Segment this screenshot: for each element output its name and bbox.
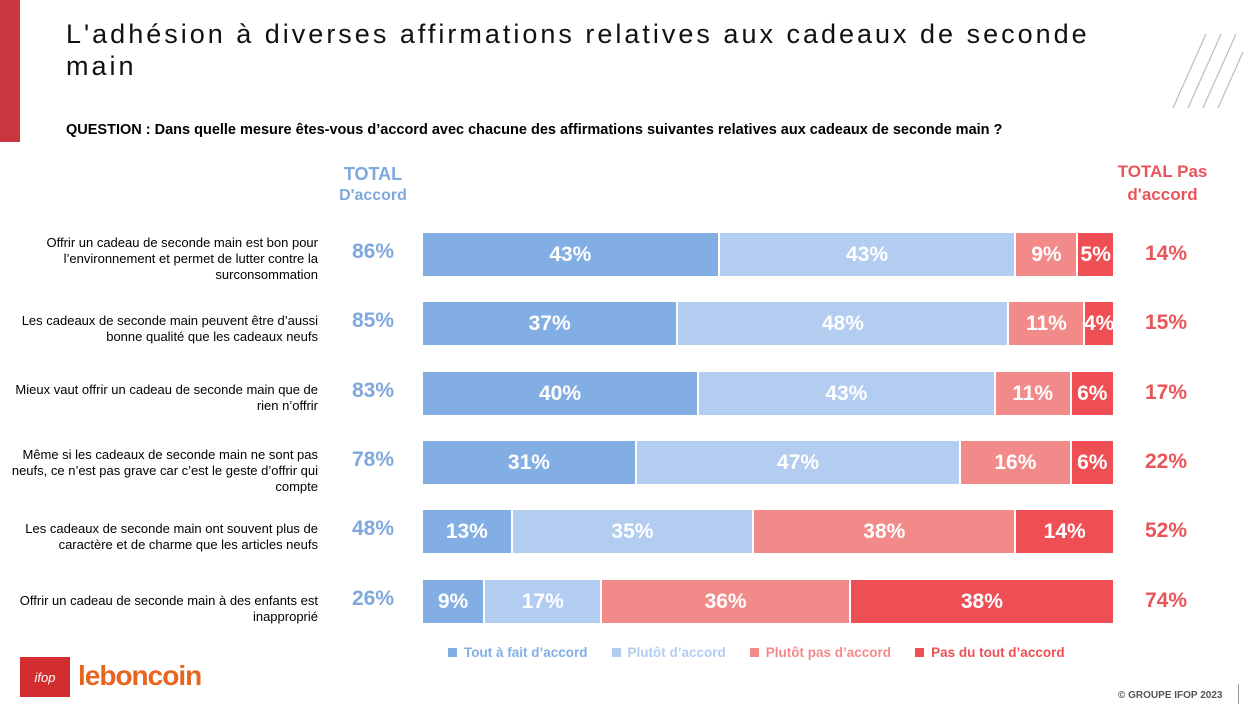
legend-swatch: [611, 648, 621, 657]
bar-segment: 40%: [423, 372, 699, 415]
decorative-stripes-icon: [1172, 33, 1243, 109]
accent-side-bar: [0, 0, 20, 142]
bar-segment: 16%: [961, 441, 1072, 484]
row-label: Même si les cadeaux de seconde main ne s…: [11, 447, 318, 494]
stacked-bar: 13% 35% 38% 14%: [423, 510, 1113, 553]
total-accord-value: 83%: [351, 379, 395, 402]
legend-swatch: [749, 648, 759, 657]
header-total-pas-accord-line2: d'accord: [1127, 185, 1198, 204]
row-label: Offrir un cadeau de seconde main est bon…: [46, 235, 319, 282]
bar-segment: 6%: [1071, 372, 1113, 415]
stacked-bar: 37% 48% 11% 4%: [423, 302, 1113, 345]
stacked-bar: 43% 43% 9% 5%: [423, 233, 1113, 276]
header-total-pas-accord-line1: TOTAL Pas: [1117, 162, 1208, 181]
legend-label: Plutôt d’accord: [627, 645, 726, 660]
ifop-logo: ifop: [20, 657, 70, 697]
row-label: Offrir un cadeau de seconde main à des e…: [19, 593, 318, 624]
bar-segment: 31%: [423, 441, 637, 484]
total-pas-accord-value: 74%: [1144, 589, 1188, 612]
bar-segment: 38%: [754, 510, 1017, 553]
stacked-bar: 40% 43% 11% 6%: [423, 372, 1113, 415]
legend-swatch: [448, 648, 457, 657]
leboncoin-logo: leboncoin: [78, 660, 202, 691]
row-label: Les cadeaux de seconde main ont souvent …: [25, 521, 318, 552]
bar-segment: 48%: [678, 302, 1010, 345]
legend-label: Pas du tout d’accord: [931, 645, 1065, 660]
total-accord-value: 48%: [351, 517, 395, 540]
legend-item: Tout à fait d’accord: [448, 645, 588, 660]
total-accord-value: 86%: [351, 240, 395, 263]
bar-segment: 4%: [1085, 302, 1113, 345]
bar-segment: 36%: [602, 580, 851, 623]
row-label: Mieux vaut offrir un cadeau de seconde m…: [15, 382, 318, 413]
bar-segment: 11%: [1009, 302, 1086, 345]
stacked-bar: 31% 47% 16% 6%: [423, 441, 1113, 484]
stacked-bar: 9% 17% 36% 38%: [423, 580, 1113, 623]
header-total-accord-line1: TOTAL: [343, 164, 403, 184]
bar-segment: 38%: [850, 580, 1113, 623]
bar-segment: 43%: [699, 372, 996, 415]
bar-segment: 37%: [423, 302, 679, 345]
legend-item: Plutôt pas d’accord: [749, 645, 892, 660]
bar-segment: 9%: [423, 580, 486, 623]
legend-item: Pas du tout d’accord: [915, 645, 1065, 660]
header-total-pas-accord: TOTAL Pas d'accord: [1100, 160, 1225, 206]
bar-segment: 47%: [636, 441, 962, 484]
question-text: QUESTION : Dans quelle mesure êtes-vous …: [66, 122, 1003, 138]
bar-segment: 6%: [1071, 441, 1113, 484]
legend-swatch: [915, 648, 925, 657]
bar-segment: 43%: [423, 233, 720, 276]
page-title: L'adhésion à diverses affirmations relat…: [66, 19, 1090, 81]
copyright-text: © GROUPE IFOP 2023: [1118, 690, 1223, 701]
bar-segment: 9%: [1016, 233, 1079, 276]
bar-segment: 5%: [1078, 233, 1113, 276]
legend-item: Plutôt d’accord: [611, 645, 726, 660]
bar-segment: 17%: [485, 580, 603, 623]
total-pas-accord-value: 52%: [1144, 519, 1188, 542]
total-pas-accord-value: 15%: [1144, 311, 1188, 334]
total-pas-accord-value: 14%: [1144, 242, 1188, 265]
bar-segment: 11%: [995, 372, 1072, 415]
header-total-accord-line2: D'accord: [339, 187, 407, 204]
total-pas-accord-value: 17%: [1144, 381, 1188, 404]
bar-segment: 43%: [719, 233, 1017, 276]
chart-legend: Tout à fait d’accord Plutôt d’accord Plutô…: [448, 645, 1065, 660]
legend-label: Tout à fait d’accord: [464, 645, 588, 660]
row-label: Les cadeaux de seconde main peuvent être…: [21, 313, 318, 344]
total-accord-value: 78%: [351, 448, 395, 471]
footer-divider: [1238, 684, 1239, 704]
bar-segment: 14%: [1016, 510, 1113, 553]
bar-segment: 35%: [512, 510, 755, 553]
total-accord-value: 85%: [351, 309, 395, 332]
total-pas-accord-value: 22%: [1144, 450, 1188, 473]
total-accord-value: 26%: [351, 587, 395, 610]
header-total-accord: TOTAL D'accord: [328, 164, 418, 206]
legend-label: Plutôt pas d’accord: [765, 645, 892, 660]
bar-segment: 13%: [423, 510, 513, 553]
